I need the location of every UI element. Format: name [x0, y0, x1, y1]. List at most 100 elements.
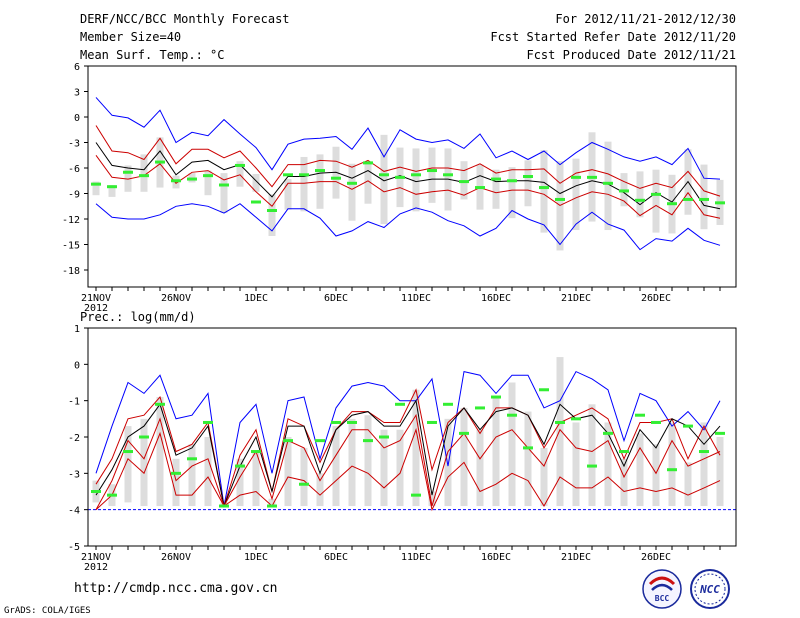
temp-mark [283, 173, 293, 177]
temp-mark [123, 170, 133, 174]
member-size: Member Size=40 [80, 30, 182, 44]
temp-mark [155, 160, 165, 164]
precip-mark [459, 431, 469, 435]
temp-xtick-label: 26NOV [161, 293, 191, 304]
temp-spread-bar [284, 179, 292, 210]
logos: BCC NCC [642, 569, 730, 609]
precip-mark [171, 471, 181, 475]
temp-ytick-label: 3 [74, 88, 80, 99]
temp-mark [603, 181, 613, 185]
temp-frame [87, 65, 737, 288]
temp-xtick-label: 21NOV [81, 293, 111, 304]
temp-mark [379, 173, 389, 177]
precip-mark [555, 420, 565, 424]
precip-mark [427, 420, 437, 424]
precip-spread-bar [364, 415, 372, 507]
temp-mark [107, 185, 117, 189]
temp-mark [363, 161, 373, 165]
precip-mark [219, 504, 229, 508]
precip-series-p10 [95, 413, 721, 510]
precip-spread-bar [140, 418, 148, 507]
temp-mark [299, 173, 309, 177]
temp-spread-bar [268, 194, 276, 236]
precip-spread-bar [172, 458, 180, 507]
temp-mark [651, 192, 661, 196]
precip-ytick-label: -2 [68, 433, 80, 444]
temp-ytick-label: 6 [74, 62, 80, 73]
temp-mark [267, 209, 277, 212]
precip-mark [715, 431, 725, 435]
temp-xtick-label: 21DEC [561, 293, 591, 304]
precip-mark [203, 420, 213, 424]
precip-spread-bar [604, 422, 612, 507]
precip-mark [235, 464, 245, 468]
temp-spread-bar [236, 161, 244, 187]
ncc-logo-text: NCC [699, 583, 720, 596]
precip-mark [347, 420, 357, 424]
precip-spread-bar [252, 451, 260, 507]
precip-spread-bar [124, 426, 132, 503]
precip-spread-bar [684, 462, 692, 507]
precip-mark [123, 450, 133, 454]
precip-spread-bar [428, 491, 436, 507]
temp-mark [187, 177, 197, 181]
temp-spread-bar [572, 158, 580, 231]
temp-spread-bar [524, 160, 532, 207]
temp-spread-bar [428, 147, 436, 203]
precip-series-median [95, 399, 721, 508]
temp-mark [331, 176, 341, 180]
ncc-logo: NCC [690, 569, 730, 609]
temp-xtick-label: 16DEC [481, 293, 511, 304]
footer-url[interactable]: http://cmdp.ncc.cma.gov.cn [74, 581, 278, 596]
precip-mark [395, 402, 405, 406]
temp-series-min [95, 203, 721, 251]
temp-mark [539, 186, 549, 190]
temp-series-p90 [95, 125, 721, 197]
precip-mark [699, 450, 709, 454]
temp-series-max [95, 97, 721, 180]
precip-spread-bar [300, 447, 308, 507]
bcc-logo: BCC [642, 569, 682, 609]
precip-ytick-label: -3 [68, 469, 80, 480]
precip-spread-bar [524, 411, 532, 507]
temp-mark [315, 169, 325, 173]
temp-spread-bar [108, 185, 116, 197]
temp-xtick-label: 26DEC [641, 293, 671, 304]
precip-spread-bar [284, 437, 292, 507]
temp-mark [667, 202, 677, 206]
temp-spread-bar [412, 148, 420, 212]
precip-spread-bar [268, 498, 276, 507]
temp-ytick-label: -15 [62, 241, 80, 252]
precip-xtick-label: 21DEC [561, 552, 591, 563]
temp-ytick-label: -18 [62, 266, 80, 277]
precip-spread-bar [588, 404, 596, 507]
precip-series-p90 [95, 388, 721, 507]
temp-mark [523, 175, 533, 178]
precip-mark [411, 493, 421, 497]
temp-spread-bar [492, 169, 500, 209]
temp-ytick-label: -12 [62, 215, 80, 226]
bcc-logo-text: BCC [655, 594, 670, 603]
precip-spread-bar [668, 422, 676, 507]
temp-mark [555, 197, 565, 201]
precip-spread-bar [156, 397, 164, 507]
precip-xtick-label: 16DEC [481, 552, 511, 563]
temp-series-median [95, 142, 721, 210]
precip-mark [587, 464, 597, 468]
figure-title: DERF/NCC/BCC Monthly Forecast [80, 12, 290, 26]
temp-mark [203, 174, 213, 178]
precip-spread-bar [508, 382, 516, 507]
precip-ytick-label: 0 [74, 360, 80, 371]
precip-mark [267, 504, 277, 508]
precip-mark [363, 439, 373, 443]
temp-mark [139, 174, 149, 178]
precip-ytick-label: -4 [68, 506, 80, 517]
temp-mark [91, 182, 101, 186]
precip-spread-bar [572, 422, 580, 507]
temp-spread-bar [604, 141, 612, 231]
precip-mark [667, 468, 677, 472]
precip-spread-bar [188, 444, 196, 507]
precip-xtick-year: 2012 [84, 562, 108, 573]
precip-mark [315, 439, 325, 443]
